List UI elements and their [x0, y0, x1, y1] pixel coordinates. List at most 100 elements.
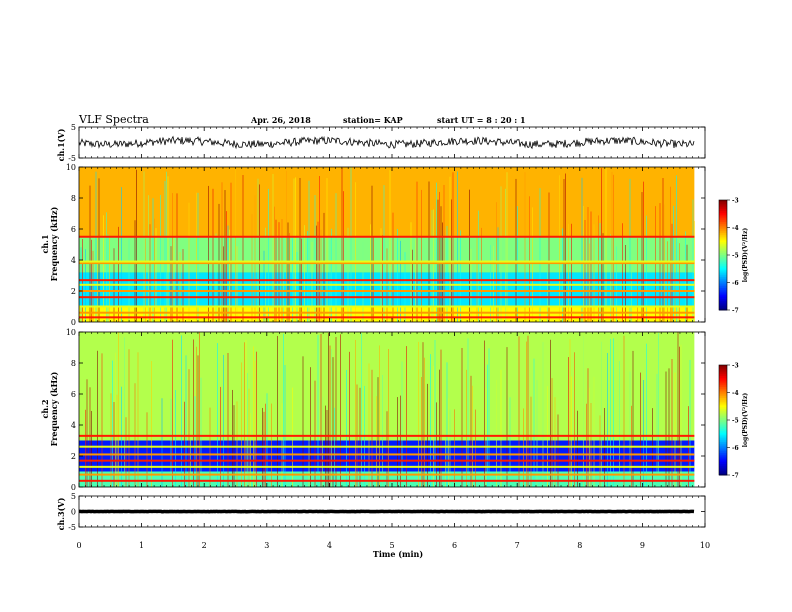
colorbar-cell — [719, 423, 727, 426]
spectrogram-stripe — [250, 413, 251, 487]
spectrogram-stripe — [392, 212, 394, 322]
spectrogram-stripe — [143, 171, 145, 322]
colorbar-tick-label: -5 — [732, 418, 739, 425]
colorbar-cell — [719, 273, 727, 276]
spectrogram-line-2 — [79, 465, 695, 468]
spectrogram-stripe — [326, 409, 328, 487]
spectrogram-stripe — [460, 230, 461, 322]
spectrogram-stripe — [107, 234, 109, 322]
colorbar-cell — [719, 244, 727, 247]
spectrogram-stripe — [436, 402, 437, 487]
spectrogram-stripe — [551, 378, 553, 487]
colorbar-cell — [719, 462, 727, 465]
spectrogram-stripe — [619, 361, 620, 487]
spectrogram-stripe — [623, 335, 625, 487]
y-tick-label: 6 — [71, 390, 76, 399]
spectrogram-stripe — [670, 186, 671, 322]
spectrogram-stripe — [524, 172, 526, 322]
colorbar-cell — [719, 223, 727, 227]
spectrogram-stripe — [227, 225, 229, 322]
spectrogram-stripe — [679, 346, 680, 487]
spectrogram-line-1 — [79, 473, 695, 476]
spectrogram-stripe — [622, 223, 623, 322]
spectrogram-stripe — [332, 357, 334, 487]
spectrogram-stripe — [611, 171, 613, 322]
colorbar-cell — [719, 456, 727, 459]
spectrogram-stripe — [397, 397, 398, 487]
spectrogram-stripe — [656, 373, 658, 487]
spectrogram-line-9 — [79, 235, 695, 238]
spectrogram-stripe — [179, 252, 181, 322]
spectrogram-stripe — [569, 339, 571, 487]
colorbar-cell — [719, 300, 727, 304]
spectrogram-stripe — [106, 212, 107, 322]
spectrogram-stripe — [632, 350, 634, 487]
spectrogram-stripe — [355, 182, 356, 322]
spectrogram-stripe — [308, 365, 310, 487]
spectrogram-line-5 — [79, 445, 695, 448]
colorbar-cell — [719, 240, 727, 243]
spectrogram-stripe — [265, 227, 266, 322]
spectrogram-stripe — [421, 377, 422, 487]
spectrogram-stripe — [349, 351, 350, 487]
spectrogram-stripe — [665, 371, 667, 487]
spectrogram-line-3 — [79, 296, 695, 299]
spectrogram-stripe — [515, 178, 517, 322]
spectrogram-stripe — [631, 249, 632, 322]
colorbar-cell — [719, 220, 727, 223]
spectrogram-stripe — [694, 221, 695, 322]
spectrogram-stripe — [536, 380, 538, 487]
spectrogram-stripe — [284, 365, 286, 487]
spectrogram-stripe — [557, 414, 559, 487]
spectrogram-stripe — [610, 339, 611, 487]
spectrogram-line-1 — [79, 311, 695, 314]
spectrogram-stripe — [674, 232, 676, 322]
y-tick-label: 10 — [66, 163, 76, 172]
spectrogram-stripe — [304, 225, 305, 322]
colorbar-cell — [719, 218, 727, 221]
colorbar-cell — [719, 442, 727, 445]
spectrogram-stripe — [406, 346, 407, 487]
spectrogram-stripe — [137, 352, 139, 487]
colorbar-cell — [719, 379, 727, 382]
spectrogram-stripe — [454, 409, 455, 487]
spectrogram-stripe — [400, 395, 401, 487]
colorbar-cell — [719, 418, 727, 421]
spectrogram-stripe — [590, 211, 592, 322]
spectrogram-stripe — [685, 231, 686, 322]
ch2-spectrogram-lines — [79, 434, 695, 482]
spectrogram-stripe — [646, 343, 647, 487]
spectrogram-line-7 — [79, 262, 695, 265]
colorbar-cell — [719, 234, 727, 238]
spectrogram-stripe — [152, 198, 154, 322]
spectrogram-stripe — [416, 181, 418, 322]
spectrogram-stripe — [263, 250, 265, 322]
ch1-spectrogram-lines — [79, 235, 695, 319]
colorbar-cell — [719, 405, 727, 408]
spectrogram-stripe — [388, 348, 389, 487]
spectrogram-stripe — [424, 357, 425, 487]
colorbar-cell — [719, 465, 727, 469]
spectrogram-stripe — [646, 215, 647, 322]
spectrogram-stripe — [172, 339, 173, 487]
spectrogram-stripe — [613, 338, 614, 487]
spectrogram-stripe — [376, 396, 377, 487]
colorbar-cell — [719, 264, 727, 267]
colorbar-cell — [719, 372, 727, 375]
ch2-spectrogram-panel — [79, 332, 695, 487]
figure-title: VLF Spectra — [78, 113, 149, 126]
spectrogram-stripe — [355, 339, 356, 487]
spectrogram-stripe — [196, 346, 197, 487]
spectrogram-stripe — [335, 193, 337, 322]
spectrogram-stripe — [101, 353, 103, 487]
start-time-label: start UT = 8 : 20 : 1 — [437, 115, 526, 125]
spectrogram-stripe — [640, 372, 641, 487]
spectrogram-stripe — [593, 224, 595, 322]
colorbar-cell — [719, 260, 727, 263]
spectrogram-stripe — [92, 250, 94, 322]
spectrogram-stripe — [587, 207, 589, 322]
spectrogram-stripe — [85, 409, 86, 487]
spectrogram-stripe — [452, 172, 454, 322]
spectrogram-stripe — [317, 334, 319, 487]
colorbar-cell — [719, 440, 727, 443]
